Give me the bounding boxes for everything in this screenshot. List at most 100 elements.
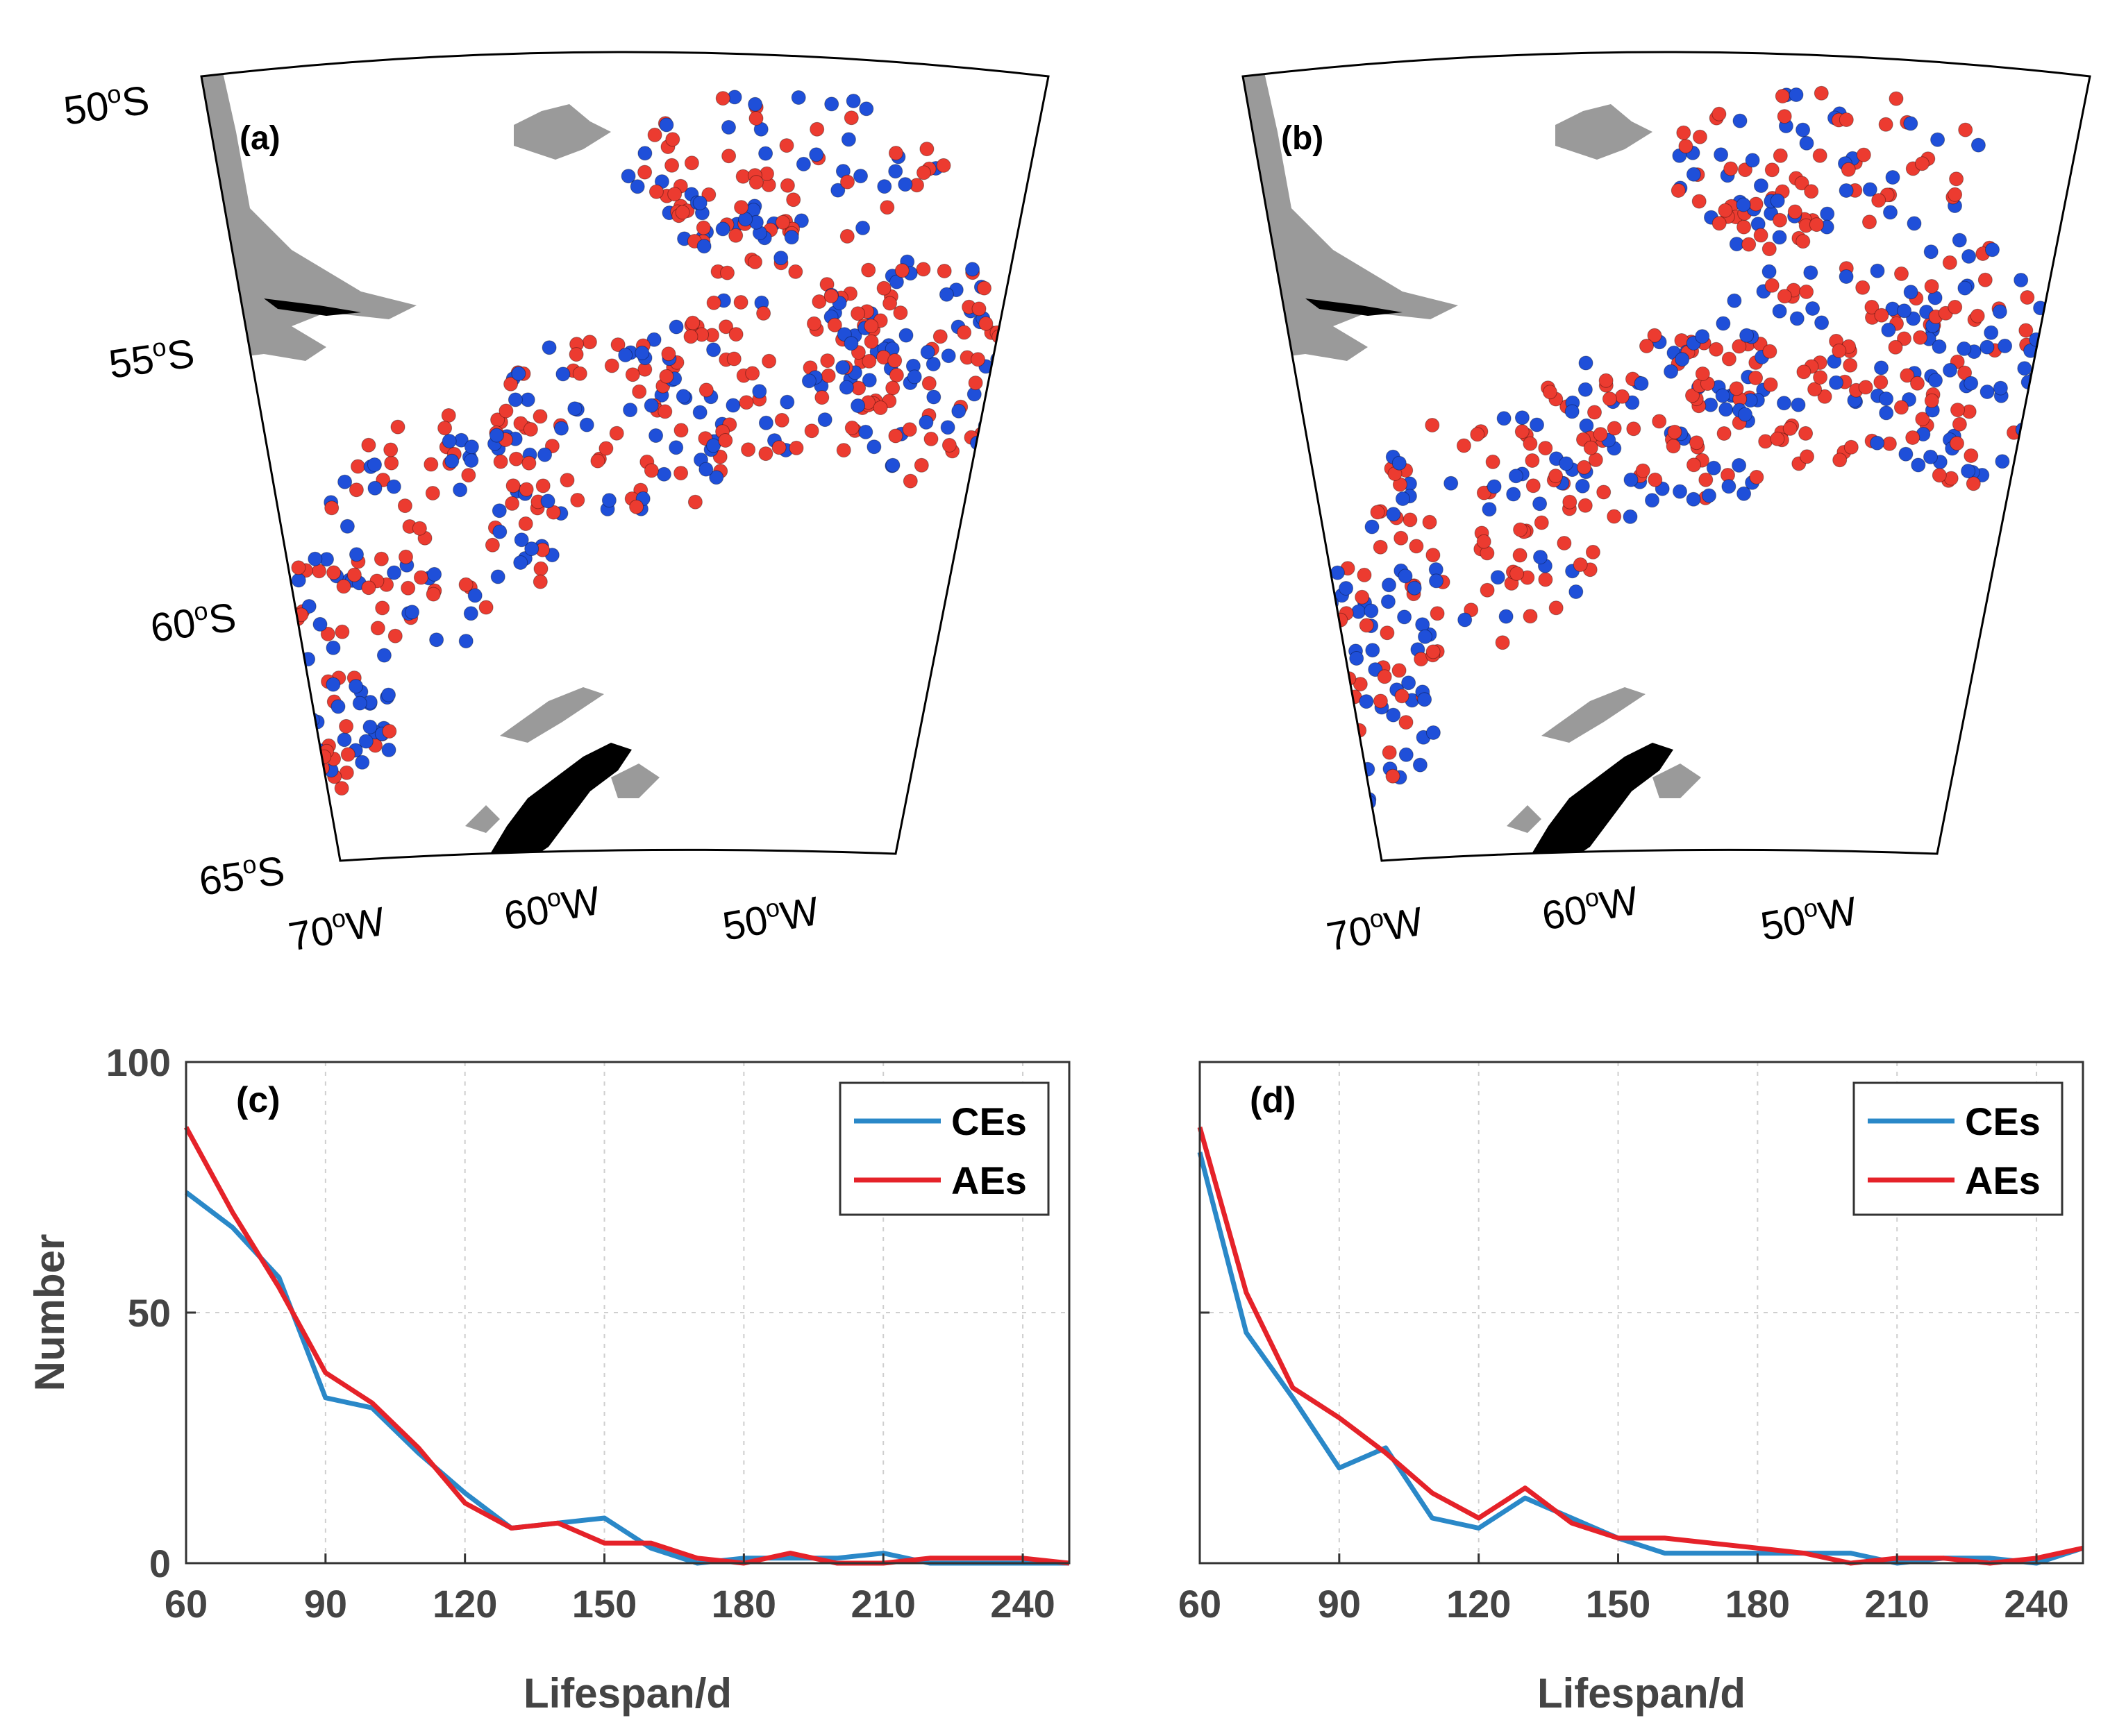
anticyclonic-eddy-dot	[509, 451, 524, 466]
cyclonic-eddy-dot	[1979, 385, 1995, 399]
anticyclonic-eddy-dot	[1952, 416, 1967, 432]
cyclonic-eddy-dot	[637, 146, 653, 161]
cyclonic-eddy-dot	[1530, 417, 1544, 432]
cyclonic-eddy-dot	[817, 412, 832, 428]
cyclonic-eddy-dot	[1715, 388, 1730, 403]
anticyclonic-eddy-dot	[1741, 237, 1757, 252]
cyclonic-eddy-dot	[1706, 460, 1721, 475]
cyclonic-eddy-dot	[464, 439, 479, 455]
anticyclonic-eddy-dot	[1948, 299, 1963, 314]
anticyclonic-eddy-dot	[1817, 389, 1832, 404]
cyclonic-eddy-dot	[1772, 303, 1787, 319]
anticyclonic-eddy-dot	[1470, 427, 1485, 442]
anticyclonic-eddy-dot	[893, 305, 908, 321]
anticyclonic-eddy-dot	[937, 264, 952, 278]
anticyclonic-eddy-dot	[560, 473, 575, 488]
hemisphere-mark: W	[1815, 888, 1860, 940]
cyclonic-eddy-dot	[1839, 183, 1854, 198]
anticyclonic-eddy-dot	[1889, 91, 1904, 106]
cyclonic-eddy-dot	[1533, 550, 1548, 565]
cyclonic-eddy-dot	[853, 169, 868, 184]
cyclonic-eddy-dot	[1664, 364, 1679, 379]
cyclonic-eddy-dot	[839, 380, 854, 395]
cyclonic-eddy-dot	[676, 389, 691, 404]
anticyclonic-eddy-dot	[789, 440, 804, 455]
cyclonic-eddy-dot	[1391, 455, 1407, 471]
cyclonic-eddy-dot	[965, 262, 980, 277]
south-america-land	[1243, 69, 1458, 361]
anticyclonic-eddy-dot	[1773, 148, 1788, 163]
anticyclonic-eddy-dot	[1476, 485, 1491, 500]
anticyclonic-eddy-dot	[324, 500, 340, 516]
cyclonic-eddy-dot	[1772, 230, 1787, 245]
anticyclonic-eddy-dot	[1585, 544, 1600, 559]
cyclonic-eddy-dot	[726, 398, 741, 413]
cyclonic-eddy-dot	[340, 519, 355, 534]
anticyclonic-eddy-dot	[1856, 147, 1871, 162]
anticyclonic-eddy-dot	[1773, 212, 1787, 228]
anticyclonic-eddy-dot	[1799, 284, 1814, 299]
x-tick-label: 60	[1178, 1582, 1221, 1626]
cyclonic-eddy-dot	[1359, 694, 1374, 709]
lat-value: 60	[148, 600, 199, 651]
cyclonic-eddy-dot	[1879, 405, 1894, 421]
cyclonic-eddy-dot	[859, 101, 874, 117]
anticyclonic-eddy-dot	[1753, 228, 1768, 243]
cyclonic-eddy-dot	[387, 565, 402, 580]
cyclonic-eddy-dot	[1568, 584, 1584, 599]
anticyclonic-eddy-dot	[814, 390, 830, 405]
cyclonic-eddy-dot	[1739, 328, 1755, 343]
anticyclonic-eddy-dot	[807, 316, 821, 331]
anticyclonic-eddy-dot	[1949, 171, 1964, 187]
anticyclonic-eddy-dot	[441, 408, 456, 423]
cyclonic-eddy-dot	[1870, 263, 1885, 278]
anticyclonic-eddy-dot	[774, 412, 789, 428]
cyclonic-eddy-dot	[1796, 122, 1811, 137]
anticyclonic-eddy-dot	[1796, 234, 1811, 249]
cyclonic-eddy-dot	[846, 94, 861, 108]
cyclonic-eddy-dot	[1401, 675, 1416, 691]
anticyclonic-eddy-dot	[971, 301, 987, 317]
anticyclonic-eddy-dot	[1723, 161, 1739, 176]
anticyclonic-eddy-dot	[1957, 365, 1973, 380]
cyclonic-eddy-dot	[1349, 651, 1364, 666]
cyclonic-eddy-dot	[621, 169, 636, 184]
anticyclonic-eddy-dot	[876, 280, 892, 296]
anticyclonic-eddy-dot	[914, 457, 929, 473]
cyclonic-eddy-dot	[1732, 113, 1748, 128]
cyclonic-eddy-dot	[858, 424, 873, 439]
anticyclonic-eddy-dot	[889, 368, 904, 382]
cyclonic-eddy-dot	[1738, 407, 1752, 422]
anticyclonic-eddy-dot	[728, 327, 744, 342]
anticyclonic-eddy-dot	[370, 621, 385, 636]
anticyclonic-eddy-dot	[401, 580, 416, 596]
anticyclonic-eddy-dot	[756, 305, 771, 321]
cyclonic-eddy-dot	[1885, 170, 1900, 185]
map-b-frame	[1241, 51, 2091, 862]
cyclonic-eddy-dot	[1736, 197, 1751, 212]
anticyclonic-eddy-dot	[387, 628, 403, 643]
anticyclonic-eddy-dot	[957, 325, 972, 340]
cyclonic-eddy-dot	[1770, 193, 1785, 208]
series-line-ces	[184, 1190, 1069, 1566]
cyclonic-eddy-dot	[1799, 135, 1814, 151]
anticyclonic-eddy-dot	[1382, 745, 1397, 760]
cyclonic-eddy-dot	[1993, 380, 2008, 396]
anticyclonic-eddy-dot	[1764, 162, 1780, 178]
cyclonic-eddy-dot	[1364, 519, 1380, 534]
anticyclonic-eddy-dot	[1970, 308, 1985, 323]
cyclonic-eddy-dot	[1397, 609, 1412, 625]
cyclonic-eddy-dot	[1961, 464, 1976, 479]
legend-entry: AEs	[951, 1158, 1027, 1202]
hemisphere-mark: S	[206, 594, 238, 643]
hemisphere-mark: W	[1596, 878, 1641, 929]
cyclonic-eddy-dot	[1898, 446, 1914, 462]
cyclonic-eddy-dot	[1829, 375, 1843, 390]
anticyclonic-eddy-dot	[535, 478, 551, 494]
cyclonic-eddy-dot	[941, 348, 956, 364]
cyclonic-eddy-dot	[511, 366, 526, 381]
anticyclonic-eddy-dot	[1557, 536, 1572, 550]
anticyclonic-eddy-dot	[569, 347, 584, 362]
anticyclonic-eddy-dot	[659, 369, 674, 384]
anticyclonic-eddy-dot	[320, 626, 335, 641]
